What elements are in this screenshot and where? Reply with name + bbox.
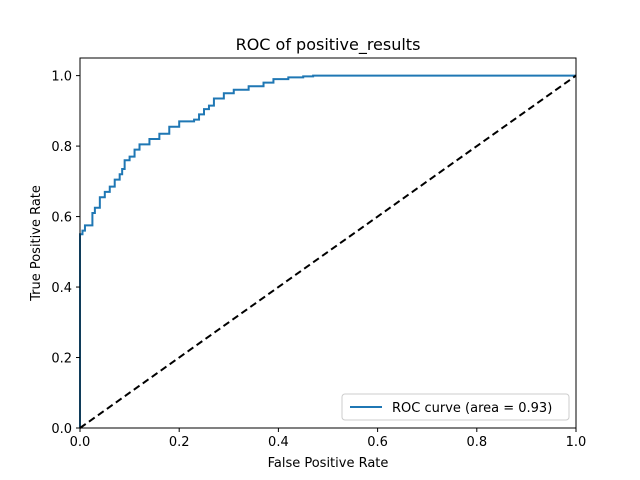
x-tick-label: 0.6 xyxy=(367,435,388,450)
y-tick-label: 0.6 xyxy=(51,211,72,226)
x-tick-label: 1.0 xyxy=(566,435,587,450)
x-tick-label: 0.8 xyxy=(466,435,487,450)
x-axis-label: False Positive Rate xyxy=(268,456,389,471)
y-tick-label: 0.0 xyxy=(51,422,72,437)
chart-title: ROC of positive_results xyxy=(236,35,421,55)
legend-label: ROC curve (area = 0.93) xyxy=(392,401,552,416)
y-tick-label: 1.0 xyxy=(51,70,72,85)
plot-area: 0.0 0.2 0.4 0.6 0.8 1.0 0.0 0.2 0.4 0.6 0.8 1.0 xyxy=(51,57,587,450)
chance-diagonal-line xyxy=(79,74,577,429)
y-tick-label: 0.4 xyxy=(51,281,72,296)
legend-box xyxy=(341,393,570,421)
y-axis-ticks: 0.0 0.2 0.4 0.6 0.8 1.0 xyxy=(51,70,80,437)
axes-frame xyxy=(79,57,577,429)
y-axis-label: True Positive Rate xyxy=(29,185,44,302)
axes-background xyxy=(80,58,576,428)
x-axis-ticks: 0.0 0.2 0.4 0.6 0.8 1.0 xyxy=(70,428,587,450)
y-tick-label: 0.2 xyxy=(51,352,72,367)
legend: ROC curve (area = 0.93) xyxy=(341,393,570,421)
x-tick-label: 0.2 xyxy=(169,435,190,450)
x-tick-label: 0.0 xyxy=(70,435,91,450)
roc-curve-line xyxy=(79,74,576,428)
series-layer xyxy=(79,74,577,429)
y-tick-label: 0.8 xyxy=(51,140,72,155)
x-tick-label: 0.4 xyxy=(268,435,289,450)
